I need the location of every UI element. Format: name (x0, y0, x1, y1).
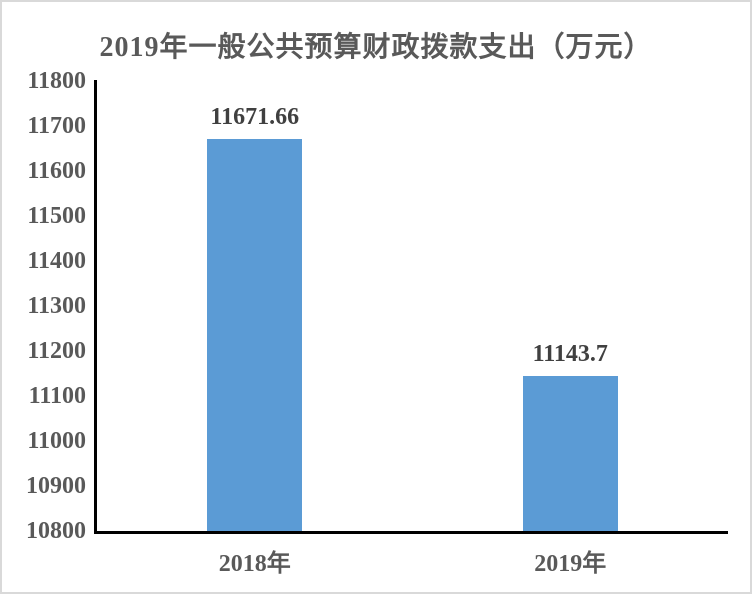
x-category-label: 2019年 (534, 551, 607, 577)
y-tick-label: 11400 (27, 248, 86, 274)
y-tick-label: 11300 (27, 293, 86, 319)
y-tick-label: 10800 (26, 518, 86, 544)
y-tick-label: 11700 (27, 113, 86, 139)
y-tick-label: 11000 (27, 428, 86, 454)
x-axis-line (94, 531, 728, 534)
y-tick-label: 11100 (28, 383, 86, 409)
bar-2018年 (207, 138, 303, 531)
y-tick-label: 11800 (27, 68, 86, 94)
x-category-label: 2018年 (218, 551, 291, 577)
y-tick-label: 10900 (26, 473, 86, 499)
bar-value-label: 11143.7 (532, 341, 608, 368)
chart-title: 2019年一般公共预算财政拨款支出（万元） (99, 32, 653, 63)
bar-value-label: 11671.66 (210, 103, 300, 130)
y-tick-label: 11200 (27, 338, 86, 364)
y-axis-line (94, 80, 97, 534)
bar-2019年 (522, 376, 618, 531)
y-tick-label: 11600 (27, 158, 86, 184)
y-tick-label: 11500 (27, 203, 86, 229)
